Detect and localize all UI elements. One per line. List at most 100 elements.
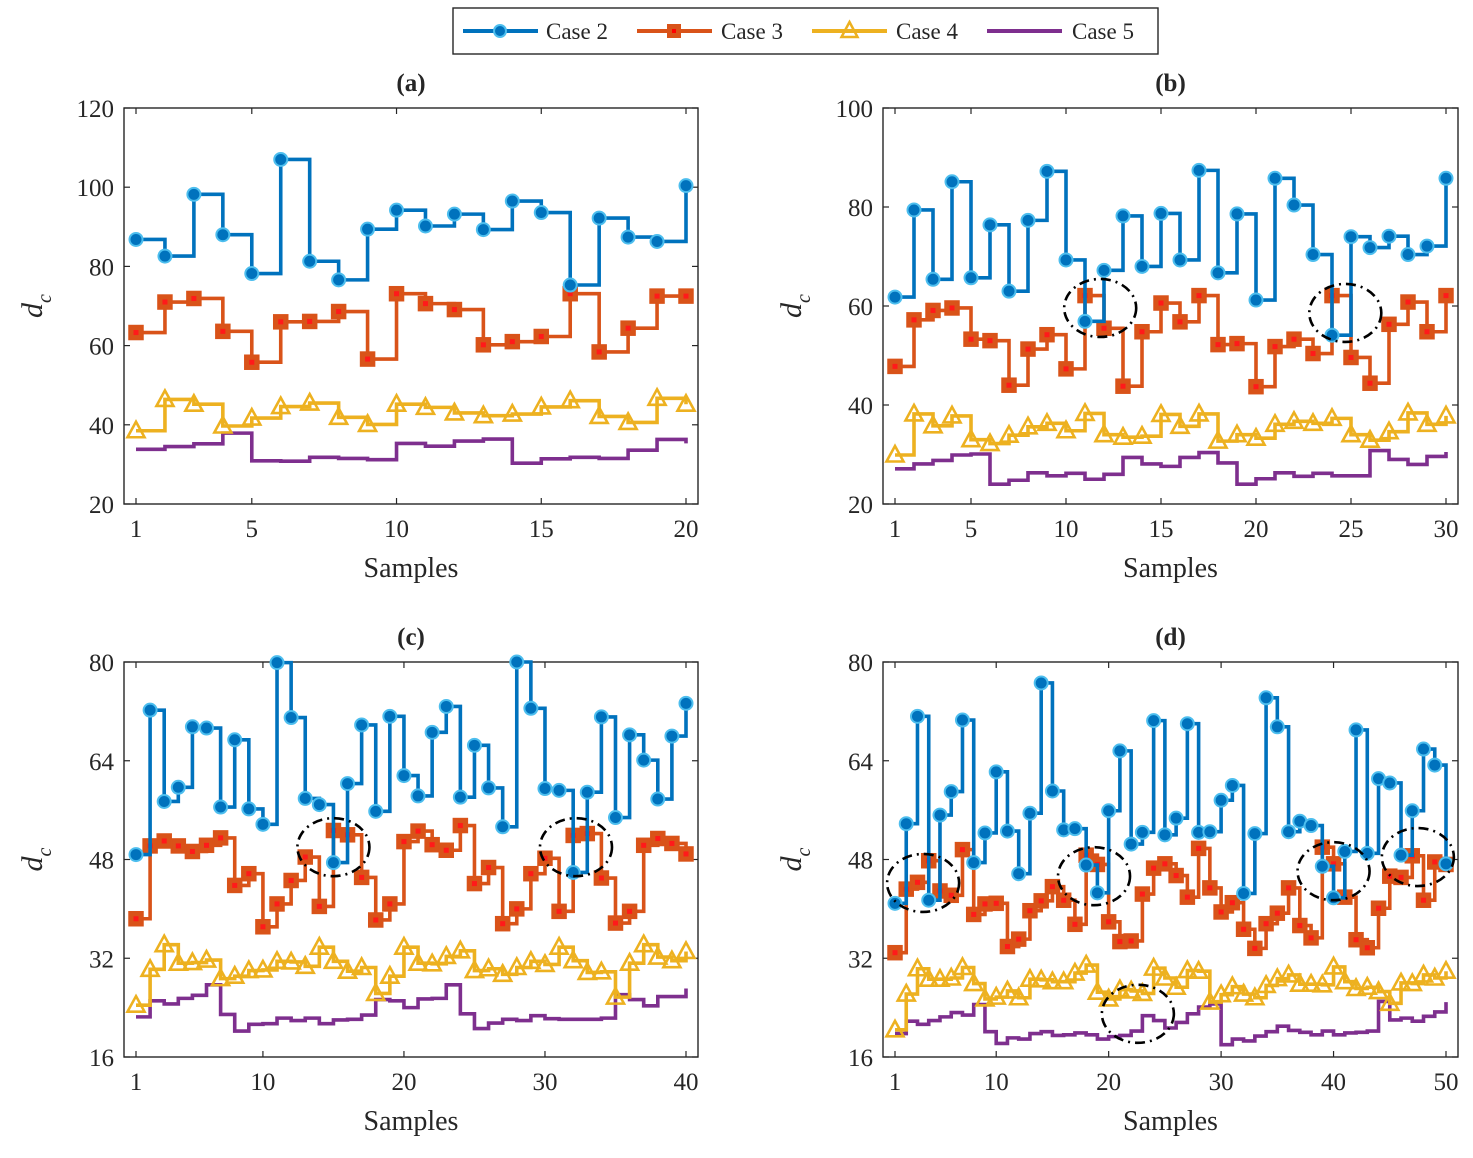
- data-point-case-2-d: [1269, 719, 1285, 735]
- data-point-case-2-a: [331, 272, 347, 288]
- data-point-case-2-d: [1281, 824, 1297, 840]
- y-tick-label: 16: [89, 1045, 114, 1072]
- data-point-case-3-a: [128, 324, 144, 341]
- data-point-case-2-d: [1044, 783, 1060, 799]
- x-tick-label: 10: [1054, 516, 1079, 543]
- data-point-case-4-d: [1165, 975, 1187, 996]
- data-point-case-3-c: [438, 842, 455, 858]
- data-point-case-2-c: [678, 695, 694, 711]
- data-point-case-3-b: [1191, 287, 1207, 304]
- data-point-case-2-c: [227, 732, 243, 748]
- data-point-case-3-a: [330, 303, 347, 320]
- data-point-case-3-b: [982, 332, 998, 349]
- data-point-case-2-d: [977, 825, 993, 841]
- subplot-d: (d) 1 10 20 30 40 50 16 32 48 64 80 Samples dc: [775, 624, 1459, 1137]
- data-point-case-4-b: [941, 404, 963, 424]
- data-point-case-3-a: [504, 333, 521, 350]
- series-line-case-5-c: [136, 982, 688, 1033]
- data-point-case-2-c: [354, 717, 370, 733]
- plot-area-a: [123, 107, 699, 505]
- data-point-case-3-d: [1292, 917, 1308, 934]
- data-point-case-4-d: [1109, 978, 1131, 998]
- data-point-case-2-d: [909, 708, 925, 724]
- data-point-case-2-d: [921, 892, 937, 908]
- x-tick-label: 30: [1209, 1069, 1234, 1096]
- data-point-case-3-d: [943, 887, 959, 904]
- data-point-case-4-c: [336, 959, 359, 980]
- data-point-case-3-d: [1247, 940, 1263, 957]
- data-point-case-2-d: [1089, 885, 1105, 901]
- data-point-case-4-c: [322, 949, 345, 970]
- data-point-case-2-b: [1172, 252, 1188, 268]
- data-point-case-2-c: [410, 788, 426, 804]
- data-point-case-2-c: [607, 810, 623, 826]
- data-point-case-4-d: [1277, 963, 1300, 983]
- x-axis-label-b: Samples: [1123, 553, 1218, 584]
- chart-title-a: (a): [396, 70, 425, 97]
- data-point-case-3-b: [925, 302, 941, 319]
- data-point-case-3-a: [475, 337, 492, 353]
- data-point-case-3-d: [1168, 867, 1184, 884]
- data-point-case-2-b: [1134, 258, 1150, 274]
- series-layer-c: [125, 654, 697, 1033]
- data-point-case-3-a: [591, 344, 607, 360]
- legend-marker-case-2: [493, 24, 507, 38]
- data-point-case-3-c: [198, 837, 215, 854]
- data-point-case-2-c: [622, 727, 638, 743]
- data-point-case-3-b: [1305, 345, 1321, 362]
- y-tick-label: 32: [848, 946, 873, 973]
- data-point-case-2-c: [368, 803, 384, 819]
- data-point-case-4-c: [477, 957, 500, 977]
- data-point-case-3-d: [954, 841, 971, 858]
- data-point-case-3-c: [664, 835, 680, 852]
- x-tick-label: 50: [1434, 1069, 1459, 1096]
- data-point-case-4-c: [365, 981, 387, 1002]
- data-point-case-3-d: [1280, 880, 1297, 896]
- data-point-case-2-a: [591, 210, 607, 226]
- data-point-case-3-d: [1123, 933, 1139, 949]
- data-point-case-4-b: [1036, 411, 1058, 432]
- data-point-case-4-d: [1334, 969, 1356, 990]
- data-point-case-2-c: [452, 789, 468, 805]
- legend-item-case-3: Case 3: [637, 19, 783, 44]
- data-point-case-2-d: [1134, 824, 1150, 840]
- data-point-case-3-c: [635, 837, 652, 854]
- x-tick-label: 25: [1339, 516, 1364, 543]
- data-point-case-3-d: [988, 895, 1004, 912]
- data-point-case-4-d: [1131, 981, 1154, 1002]
- data-point-case-2-d: [1101, 803, 1117, 819]
- data-point-case-4-d: [1356, 975, 1378, 996]
- data-point-case-2-c: [551, 782, 567, 798]
- data-point-case-2-c: [340, 776, 356, 792]
- data-point-case-2-b: [1077, 313, 1093, 329]
- data-point-case-2-b: [1248, 292, 1264, 308]
- data-point-case-3-a: [186, 290, 202, 307]
- x-axis-label-a: Samples: [364, 553, 459, 584]
- data-point-case-4-d: [929, 967, 951, 988]
- data-point-case-4-a: [385, 392, 408, 413]
- data-point-case-4-c: [224, 964, 246, 984]
- y-tick-label: 100: [77, 175, 115, 202]
- data-point-case-2-d: [966, 855, 982, 871]
- data-point-case-2-c: [128, 847, 144, 863]
- data-point-case-2-c: [382, 708, 398, 724]
- data-point-case-4-b: [1283, 409, 1305, 430]
- data-point-case-2-b: [1191, 162, 1207, 178]
- data-point-case-4-b: [960, 427, 982, 448]
- data-point-case-3-d: [1303, 930, 1319, 946]
- data-point-case-4-c: [548, 935, 570, 955]
- data-point-case-3-d: [1202, 880, 1218, 896]
- data-point-case-4-a: [617, 410, 639, 431]
- y-tick-label: 40: [89, 413, 114, 440]
- data-point-case-2-d: [1213, 792, 1229, 808]
- data-point-case-2-a: [649, 233, 665, 249]
- data-point-case-4-d: [1154, 966, 1176, 986]
- data-point-case-4-b: [1416, 412, 1438, 433]
- y-tick-label: 80: [848, 195, 873, 222]
- x-tick-label: 1: [130, 1069, 143, 1096]
- y-axis-label-a: dc: [16, 294, 56, 318]
- series-line-case-4-d: [895, 963, 1448, 1032]
- data-point-case-2-a: [302, 253, 318, 269]
- data-point-case-4-c: [506, 955, 528, 976]
